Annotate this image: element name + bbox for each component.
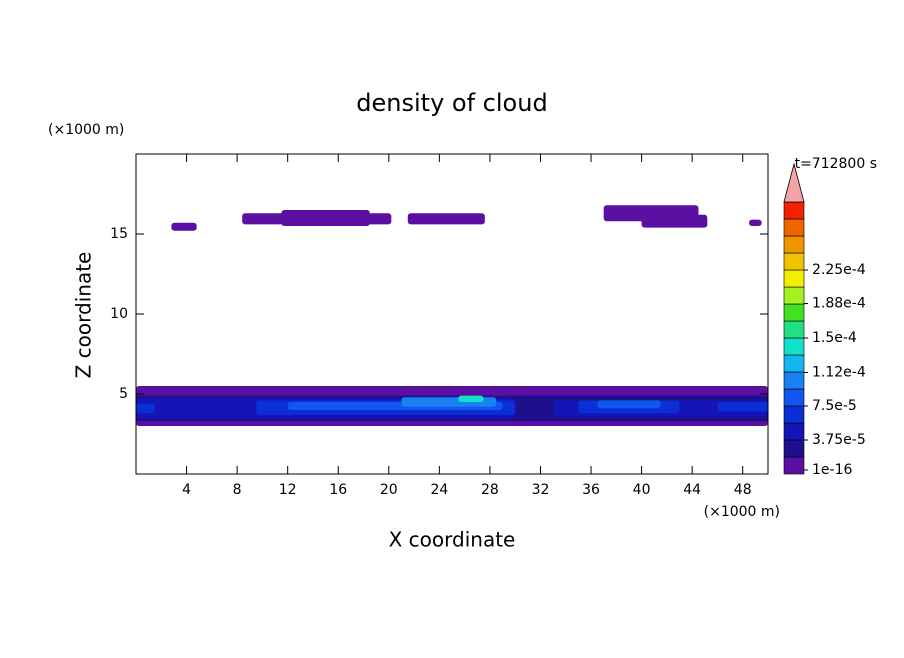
colorbar-band [783, 218, 805, 237]
contour-cell [641, 214, 708, 228]
x-tick-label: 48 [734, 482, 752, 498]
time-label: t=712800 s [795, 156, 877, 172]
x-tick-label: 8 [233, 482, 242, 498]
colorbar-tick-label: 1e-16 [812, 462, 852, 478]
colorbar-band [783, 388, 805, 407]
colorbar-band [783, 252, 805, 271]
colorbar-band [783, 235, 805, 254]
colorbar-tick-label: 1.12e-4 [812, 364, 866, 380]
contour [136, 205, 768, 426]
x-tick-label: 16 [329, 482, 347, 498]
y-unit: (×1000 m) [48, 122, 124, 138]
x-tick-label: 12 [279, 482, 297, 498]
x-tick-label: 40 [633, 482, 651, 498]
colorbar-band [783, 201, 805, 220]
colorbar-band [783, 303, 805, 322]
colorbar-tick-label: 3.75e-5 [812, 432, 866, 448]
colorbar-band [783, 422, 805, 441]
colorbar-band [783, 371, 805, 390]
x-tick-label: 44 [683, 482, 701, 498]
colorbar-band [783, 320, 805, 339]
contour-cell [749, 219, 762, 226]
colorbar-tick-label: 7.5e-5 [812, 398, 857, 414]
colorbar-band [783, 286, 805, 305]
chart-title: density of cloud [356, 89, 547, 117]
contour-cell [171, 222, 197, 231]
x-axis-label: X coordinate [389, 528, 516, 552]
x-tick-label: 28 [481, 482, 499, 498]
x-tick-label: 4 [182, 482, 191, 498]
y-tick-label: 5 [119, 386, 128, 402]
contour-cell [407, 213, 485, 225]
colorbar-tick-label: 2.25e-4 [812, 262, 866, 278]
contour-cell [597, 400, 661, 409]
colorbar-band [783, 439, 805, 458]
x-tick-label: 32 [532, 482, 550, 498]
y-tick-label: 15 [110, 226, 128, 242]
colorbar-band [783, 456, 805, 475]
colorbar-band [783, 269, 805, 288]
colorbar-band [783, 337, 805, 356]
contour-cell [717, 402, 768, 412]
colorbar-tick-label: 1.88e-4 [812, 296, 866, 312]
colorbar-band [783, 405, 805, 424]
x-tick-label: 24 [430, 482, 448, 498]
contour-cell [458, 395, 484, 402]
colorbar-tick-label: 1.5e-4 [812, 330, 857, 346]
x-tick-label: 36 [582, 482, 600, 498]
x-unit: (×1000 m) [704, 504, 780, 520]
y-axis-label: Z coordinate [72, 252, 96, 379]
colorbar-extend [783, 162, 805, 203]
y-tick-label: 10 [110, 306, 128, 322]
x-tick-label: 20 [380, 482, 398, 498]
colorbar-band [783, 354, 805, 373]
contour-cell [281, 210, 370, 226]
contour-cell [136, 403, 155, 414]
